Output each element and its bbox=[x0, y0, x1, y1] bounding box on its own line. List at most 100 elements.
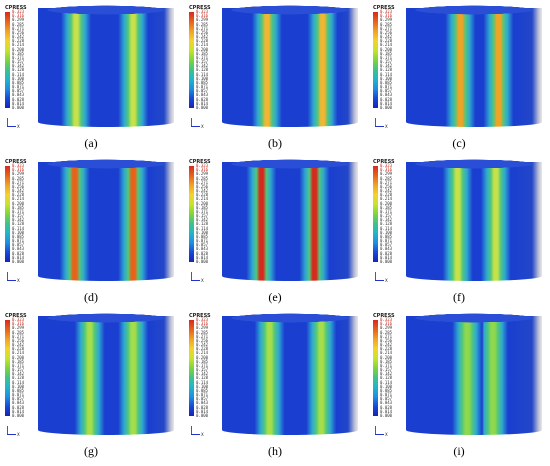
legend-tick-label: 0.256 bbox=[12, 29, 25, 35]
legend-tick-label: 0.271 bbox=[380, 179, 393, 185]
legend-tick-label: 0.299 bbox=[380, 325, 393, 331]
axis-triad: X bbox=[191, 118, 207, 130]
legend-tick-label: 0.085 bbox=[380, 387, 393, 393]
legend-tick-label: 0.142 bbox=[196, 371, 209, 377]
legend-ticks: 0.323 0.316 0.299 0.285 0.271 0.256 0.242 0.228… bbox=[12, 318, 38, 418]
legend-tick-label: 0.228 bbox=[196, 38, 209, 44]
legend-tick-label: 0.228 bbox=[12, 192, 25, 198]
legend-tick-label: 0.316 bbox=[196, 13, 209, 19]
legend-tick-label: 0.285 bbox=[196, 329, 209, 335]
contour-panel: CPRESS 0.323 0.316 0.299 0.285 0.271 0.256 0.24… bbox=[2, 156, 180, 306]
cylinder-contour bbox=[222, 5, 358, 127]
legend-tick-label: 0.114 bbox=[196, 225, 209, 231]
panel-caption: (f) bbox=[453, 290, 465, 304]
legend-tick-label: 0.214 bbox=[196, 42, 209, 48]
legend-title: CPRESS bbox=[5, 159, 27, 165]
legend-tick-label: 0.071 bbox=[380, 238, 393, 244]
legend-tick-label: 0.228 bbox=[380, 346, 393, 352]
cylinder-top-rim bbox=[406, 159, 542, 169]
legend-tick-label: 0.085 bbox=[196, 387, 209, 393]
axis-vertical bbox=[7, 118, 8, 127]
legend-tick-label: 0.323 bbox=[380, 9, 393, 14]
legend-tick-label: 0.142 bbox=[12, 217, 25, 223]
legend-tick-label: 0.043 bbox=[380, 92, 393, 98]
legend-tick-label: 0.214 bbox=[380, 196, 393, 202]
cpress-legend: CPRESS 0.323 0.316 0.299 0.285 0.271 0.256 0.24… bbox=[5, 313, 39, 417]
cylinder-surface bbox=[222, 316, 358, 435]
legend-tick-label: 0.242 bbox=[196, 34, 209, 40]
cpress-legend: CPRESS 0.323 0.316 0.299 0.285 0.271 0.256 0.24… bbox=[5, 5, 39, 109]
legend-tick-label: 0.157 bbox=[196, 367, 209, 373]
axis-label: X bbox=[201, 432, 204, 437]
cylinder-surface bbox=[406, 8, 542, 127]
axis-horizontal bbox=[7, 434, 16, 435]
legend-tick-label: 0.316 bbox=[196, 167, 209, 173]
legend-tick-label: 0.000 bbox=[12, 258, 25, 264]
legend-tick-label: 0.028 bbox=[12, 404, 25, 410]
legend-tick-label: 0.000 bbox=[12, 412, 25, 418]
legend-tick-label: 0.128 bbox=[12, 375, 25, 381]
legend-tick-label: 0.316 bbox=[12, 321, 25, 327]
legend-tick-label: 0.114 bbox=[12, 379, 25, 385]
legend-tick-label: 0.271 bbox=[12, 25, 25, 31]
legend-tick-label: 0.242 bbox=[380, 342, 393, 348]
legend-tick-label: 0.100 bbox=[196, 383, 209, 389]
axis-vertical bbox=[375, 426, 376, 435]
legend-color-bar bbox=[373, 12, 378, 108]
legend-tick-label: 0.157 bbox=[196, 213, 209, 219]
legend-title: CPRESS bbox=[373, 313, 395, 319]
panel-caption: (a) bbox=[84, 136, 98, 150]
legend-tick-label: 0.085 bbox=[12, 79, 25, 85]
legend-tick-label: 0.242 bbox=[12, 188, 25, 194]
legend-tick-label: 0.128 bbox=[380, 221, 393, 227]
contour-panel: CPRESS 0.323 0.316 0.299 0.285 0.271 0.256 0.24… bbox=[370, 156, 548, 306]
legend-tick-label: 0.071 bbox=[196, 392, 209, 398]
legend-tick-label: 0.214 bbox=[380, 350, 393, 356]
legend-tick-label: 0.071 bbox=[12, 392, 25, 398]
cylinder-contour bbox=[38, 159, 174, 281]
legend-tick-label: 0.100 bbox=[12, 383, 25, 389]
legend-tick-label: 0.200 bbox=[12, 200, 25, 206]
legend-tick-label: 0.142 bbox=[12, 63, 25, 69]
legend-tick-label: 0.085 bbox=[196, 233, 209, 239]
axis-vertical bbox=[375, 272, 376, 281]
legend-body: 0.323 0.316 0.299 0.285 0.271 0.256 0.242 0.228… bbox=[189, 10, 223, 110]
axis-vertical bbox=[191, 426, 192, 435]
legend-tick-label: 0.028 bbox=[196, 96, 209, 102]
cylinder-contour bbox=[222, 313, 358, 435]
legend-tick-label: 0.200 bbox=[196, 354, 209, 360]
cpress-legend: CPRESS 0.323 0.316 0.299 0.285 0.271 0.256 0.24… bbox=[189, 159, 223, 263]
legend-tick-label: 0.100 bbox=[380, 229, 393, 235]
legend-tick-label: 0.285 bbox=[380, 21, 393, 27]
axis-triad: X bbox=[7, 118, 23, 130]
legend-tick-label: 0.071 bbox=[380, 84, 393, 90]
cylinder-top-rim bbox=[38, 5, 174, 15]
legend-tick-label: 0.128 bbox=[196, 221, 209, 227]
legend-tick-label: 0.299 bbox=[196, 17, 209, 23]
cpress-legend: CPRESS 0.323 0.316 0.299 0.285 0.271 0.256 0.24… bbox=[373, 159, 407, 263]
legend-color-bar bbox=[189, 166, 194, 262]
legend-tick-label: 0.185 bbox=[196, 204, 209, 210]
legend-tick-label: 0.128 bbox=[380, 375, 393, 381]
legend-tick-label: 0.171 bbox=[196, 362, 209, 368]
legend-tick-label: 0.271 bbox=[12, 333, 25, 339]
legend-tick-label: 0.185 bbox=[196, 50, 209, 56]
legend-body: 0.323 0.316 0.299 0.285 0.271 0.256 0.242 0.228… bbox=[373, 9, 407, 109]
legend-tick-label: 0.028 bbox=[196, 404, 209, 410]
legend-body: 0.323 0.316 0.299 0.285 0.271 0.256 0.242 0.228… bbox=[5, 164, 39, 264]
legend-tick-label: 0.316 bbox=[196, 321, 209, 327]
legend-tick-label: 0.214 bbox=[12, 196, 25, 202]
axis-triad: X bbox=[191, 426, 207, 438]
legend-tick-label: 0.256 bbox=[196, 337, 209, 343]
legend-tick-label: 0.285 bbox=[12, 21, 25, 27]
axis-vertical bbox=[191, 272, 192, 281]
panel-caption: (h) bbox=[268, 444, 282, 458]
legend-tick-label: 0.000 bbox=[196, 104, 209, 110]
legend-tick-label: 0.171 bbox=[12, 208, 25, 214]
panel-caption: (b) bbox=[268, 136, 282, 150]
legend-tick-label: 0.200 bbox=[380, 200, 393, 206]
legend-tick-label: 0.242 bbox=[380, 34, 393, 40]
legend-tick-label: 0.323 bbox=[380, 317, 393, 322]
axis-horizontal bbox=[375, 280, 384, 281]
legend-tick-label: 0.228 bbox=[196, 192, 209, 198]
